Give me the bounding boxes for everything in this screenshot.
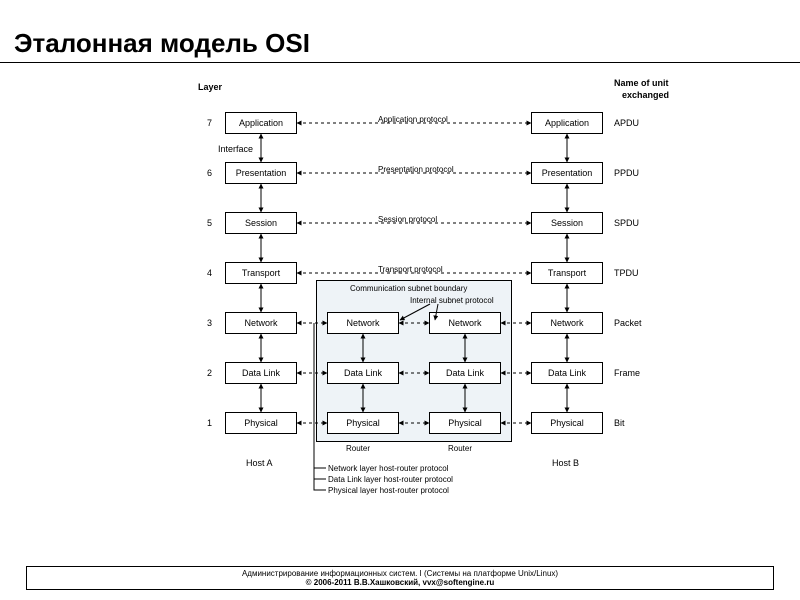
router-a-box-6: Physical (327, 412, 399, 434)
protocol-label-3: Transport protocol (376, 265, 445, 274)
layer-num-3: 3 (207, 318, 212, 328)
unit-header-2: exchanged (622, 90, 669, 100)
host-a-box-0: Application (225, 112, 297, 134)
unit-label-4: Packet (614, 318, 642, 328)
router-b-box-4: Network (429, 312, 501, 334)
unit-label-6: Bit (614, 418, 625, 428)
host-a-box-4: Network (225, 312, 297, 334)
host-b-box-5: Data Link (531, 362, 603, 384)
router-a-box-5: Data Link (327, 362, 399, 384)
host-a-box-5: Data Link (225, 362, 297, 384)
router-b-label: Router (448, 444, 472, 453)
subnet-boundary-label: Communication subnet boundary (350, 284, 467, 293)
layer-num-1: 1 (207, 418, 212, 428)
footer-line2: © 2006-2011 В.В.Хашковский, vvx@softengi… (27, 578, 773, 587)
host-b-box-6: Physical (531, 412, 603, 434)
footer: Администрирование информационных систем.… (26, 566, 774, 590)
router-b-box-6: Physical (429, 412, 501, 434)
footer-line1: Администрирование информационных систем.… (27, 569, 773, 578)
footnote-2: Physical layer host-router protocol (328, 486, 449, 495)
layer-num-4: 4 (207, 268, 212, 278)
unit-header-1: Name of unit (614, 78, 669, 88)
host-a-box-6: Physical (225, 412, 297, 434)
layer-header: Layer (198, 82, 222, 92)
layer-num-2: 2 (207, 368, 212, 378)
unit-label-5: Frame (614, 368, 640, 378)
unit-label-3: TPDU (614, 268, 639, 278)
protocol-label-2: Session protocol (376, 215, 439, 224)
footnote-1: Data Link layer host-router protocol (328, 475, 453, 484)
page-title: Эталонная модель OSI (14, 28, 310, 59)
router-b-box-5: Data Link (429, 362, 501, 384)
unit-label-1: PPDU (614, 168, 639, 178)
title-underline (0, 62, 800, 63)
host-a-box-2: Session (225, 212, 297, 234)
host-b-box-0: Application (531, 112, 603, 134)
router-a-box-4: Network (327, 312, 399, 334)
unit-label-2: SPDU (614, 218, 639, 228)
footnote-0: Network layer host-router protocol (328, 464, 449, 473)
host-a-label: Host A (246, 458, 273, 468)
host-b-box-2: Session (531, 212, 603, 234)
host-a-box-3: Transport (225, 262, 297, 284)
host-b-box-3: Transport (531, 262, 603, 284)
layer-num-5: 5 (207, 218, 212, 228)
interface-label: Interface (218, 144, 253, 154)
protocol-label-1: Presentation protocol (376, 165, 456, 174)
host-b-box-1: Presentation (531, 162, 603, 184)
host-b-box-4: Network (531, 312, 603, 334)
protocol-label-0: Application protocol (376, 115, 450, 124)
subnet-internal-label: Internal subnet protocol (410, 296, 494, 305)
host-a-box-1: Presentation (225, 162, 297, 184)
layer-num-7: 7 (207, 118, 212, 128)
layer-num-6: 6 (207, 168, 212, 178)
unit-label-0: APDU (614, 118, 639, 128)
router-a-label: Router (346, 444, 370, 453)
host-b-label: Host B (552, 458, 579, 468)
